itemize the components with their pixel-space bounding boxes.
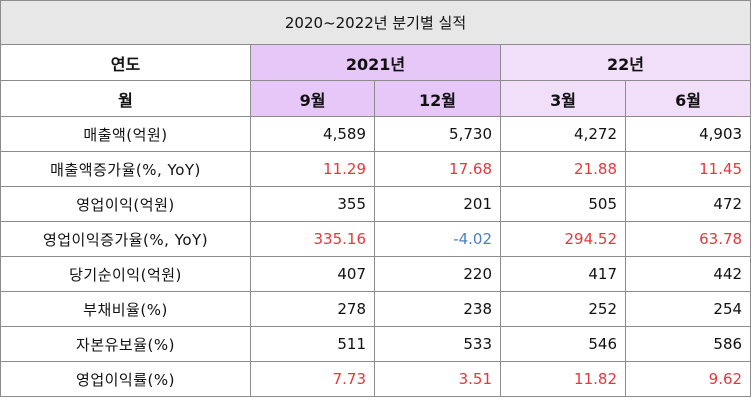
cell-value: 3.51: [374, 361, 501, 397]
row-label: 영업이익증가율(%, YoY): [0, 221, 251, 257]
cell-value: 63.78: [624, 221, 751, 257]
title-row: 2020~2022년 분기별 실적: [0, 0, 751, 45]
table-row: 당기순이익(억원) 407 220 417 442: [0, 256, 751, 292]
quarterly-results-table: 2020~2022년 분기별 실적 연도 2021년 22년 월 9월 12월 …: [0, 0, 751, 397]
cell-value: 4,272: [500, 116, 626, 152]
cell-value: 252: [500, 291, 626, 327]
cell-value: 11.45: [624, 151, 751, 187]
table-row: 자본유보율(%) 511 533 546 586: [0, 326, 751, 362]
cell-value: 294.52: [500, 221, 626, 257]
cell-value: 472: [624, 186, 751, 222]
cell-value: 4,589: [250, 116, 375, 152]
cell-value: 511: [250, 326, 375, 362]
cell-value: 417: [500, 256, 626, 292]
cell-value: 11.82: [500, 361, 626, 397]
table-title: 2020~2022년 분기별 실적: [0, 0, 751, 45]
cell-value: 505: [500, 186, 626, 222]
cell-value: 586: [624, 326, 751, 362]
row-label: 부채비율(%): [0, 291, 251, 327]
cell-value: -4.02: [374, 221, 501, 257]
cell-value: 442: [624, 256, 751, 292]
cell-value: 355: [250, 186, 375, 222]
year-22-header: 22년: [499, 44, 751, 81]
cell-value: 201: [374, 186, 501, 222]
month-header-mar: 3월: [500, 80, 626, 117]
cell-value: 9.62: [624, 361, 751, 397]
row-label: 매출액증가율(%, YoY): [0, 151, 251, 187]
year-2021-header: 2021년: [250, 44, 501, 81]
year-header-label: 연도: [0, 44, 251, 81]
cell-value: 238: [374, 291, 501, 327]
cell-value: 407: [250, 256, 375, 292]
row-label: 영업이익률(%): [0, 361, 251, 397]
cell-value: 220: [374, 256, 501, 292]
cell-value: 278: [250, 291, 375, 327]
cell-value: 335.16: [250, 221, 375, 257]
table-row: 영업이익률(%) 7.73 3.51 11.82 9.62: [0, 361, 751, 397]
month-header-dec: 12월: [374, 80, 501, 117]
table-row: 영업이익(억원) 355 201 505 472: [0, 186, 751, 222]
table-row: 부채비율(%) 278 238 252 254: [0, 291, 751, 327]
cell-value: 533: [374, 326, 501, 362]
row-label: 영업이익(억원): [0, 186, 251, 222]
cell-value: 4,903: [624, 116, 751, 152]
cell-value: 5,730: [374, 116, 501, 152]
table-row: 매출액(억원) 4,589 5,730 4,272 4,903: [0, 116, 751, 152]
year-header-row: 연도 2021년 22년: [0, 44, 751, 81]
row-label: 당기순이익(억원): [0, 256, 251, 292]
month-header-row: 월 9월 12월 3월 6월: [0, 80, 751, 117]
table-row: 영업이익증가율(%, YoY) 335.16 -4.02 294.52 63.7…: [0, 221, 751, 257]
cell-value: 254: [624, 291, 751, 327]
cell-value: 7.73: [250, 361, 375, 397]
cell-value: 21.88: [500, 151, 626, 187]
row-label: 자본유보율(%): [0, 326, 251, 362]
table-row: 매출액증가율(%, YoY) 11.29 17.68 21.88 11.45: [0, 151, 751, 187]
row-label: 매출액(억원): [0, 116, 251, 152]
cell-value: 546: [500, 326, 626, 362]
month-header-sep: 9월: [250, 80, 375, 117]
cell-value: 11.29: [250, 151, 375, 187]
month-header-label: 월: [0, 80, 251, 117]
month-header-jun: 6월: [624, 80, 751, 117]
cell-value: 17.68: [374, 151, 501, 187]
